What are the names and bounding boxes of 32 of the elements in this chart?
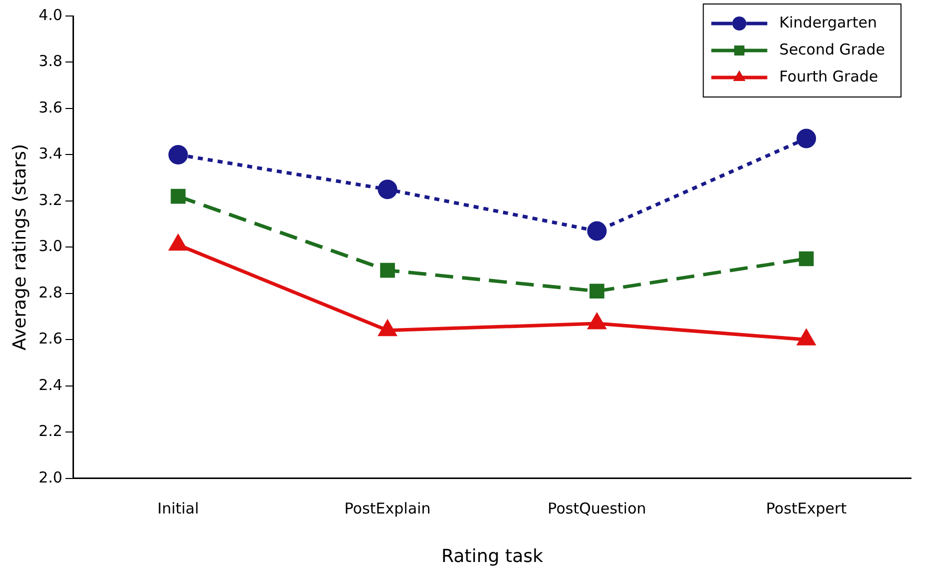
y-tick-label: 3.6 [38,98,62,116]
y-tick-label: 4.0 [38,6,62,24]
x-tick-label: PostQuestion [548,499,646,518]
point [170,188,186,204]
point [796,128,816,148]
y-tick-label: 3.0 [38,237,62,256]
y-tick-label: 3.4 [38,144,62,163]
x-tick-label: PostExplain [344,499,431,518]
point [798,330,815,346]
y-axis-title: Average ratings (stars) [9,144,30,350]
point [588,314,606,330]
point [169,235,187,251]
y-tick-label: 2.6 [38,330,62,348]
point [168,144,188,164]
x-tick-label: Initial [157,499,199,518]
y-tick-label: 3.8 [38,52,62,70]
y-tick-label: 2.8 [38,283,62,302]
point [378,180,398,200]
point [378,320,396,336]
legend-label: Fourth Grade [779,67,878,86]
point [798,251,814,266]
x-axis-title: Rating task [441,546,544,567]
point [380,262,395,278]
point [587,221,607,241]
y-tick-label: 3.2 [38,190,62,209]
x-tick-label: PostExpert [766,499,847,518]
y-tick-label: 2.4 [38,376,62,394]
y-tick-label: 2.2 [38,422,62,440]
legend-label: Kindergarten [779,13,877,32]
point [590,284,604,299]
legend-label: Second Grade [779,40,885,58]
y-tick-label: 2.0 [38,468,62,486]
